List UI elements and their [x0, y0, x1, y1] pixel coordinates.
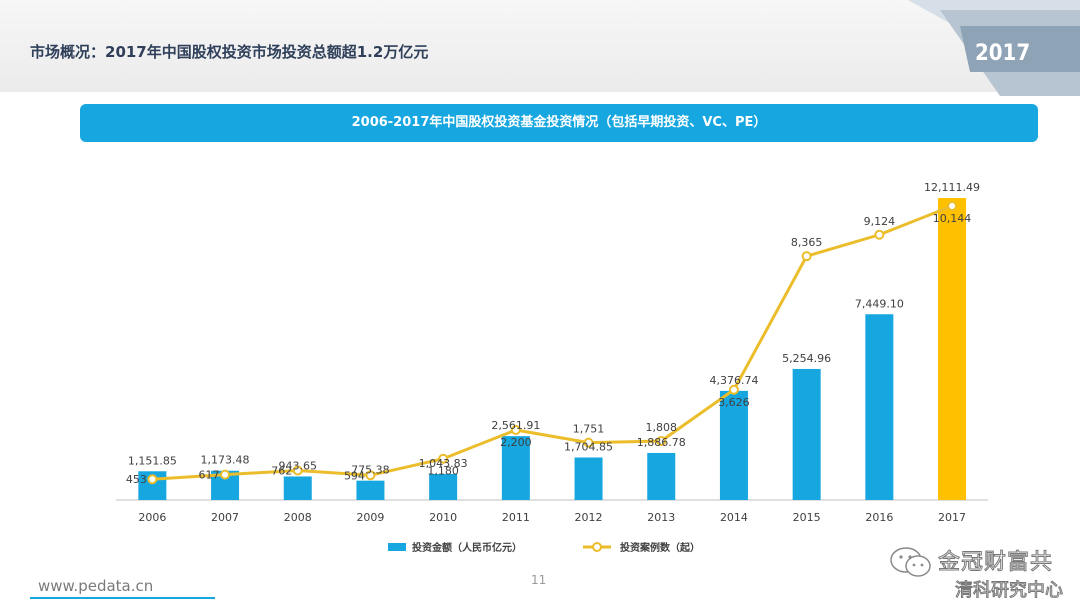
bar-2013 — [647, 452, 676, 500]
line-value-label: 594 — [344, 469, 365, 482]
bar-2009 — [356, 480, 385, 500]
line-value-label: 617 — [199, 469, 220, 482]
bar-value-label: 7,449.10 — [855, 297, 904, 310]
x-tick-label: 2009 — [356, 511, 384, 524]
line-point — [947, 201, 958, 211]
bar-value-label: 12,111.49 — [924, 181, 980, 194]
line-value-label: 762 — [271, 465, 292, 478]
bar-2011 — [501, 436, 530, 500]
line-point — [874, 229, 885, 240]
line-value-label: 10,144 — [933, 212, 972, 225]
line-value-label: 1,751 — [573, 423, 605, 436]
x-tick-label: 2017 — [938, 511, 966, 524]
header-band — [0, 0, 1080, 92]
page-title: 市场概况：2017年中国股权投资市场投资总额超1.2万亿元 — [30, 43, 429, 61]
chart-banner: 2006-2017年中国股权投资基金投资情况（包括早期投资、VC、PE） — [80, 104, 1038, 142]
line-point — [220, 469, 231, 480]
x-tick-label: 2015 — [793, 511, 821, 524]
bar-2014 — [719, 390, 748, 500]
legend-label-cases: 投资案例数（起） — [620, 541, 700, 554]
x-tick-label: 2012 — [575, 511, 603, 524]
line-value-label: 9,124 — [864, 215, 896, 228]
line-point — [656, 436, 667, 447]
line-value-label: 1,808 — [646, 421, 678, 434]
footer-divider — [30, 597, 215, 599]
header-decoration — [908, 0, 1080, 96]
watermark-line2: 清科研究中心 — [955, 580, 1064, 602]
line-value-label: 2,200 — [500, 436, 532, 449]
x-tick-label: 2013 — [647, 511, 675, 524]
bar-value-label: 1,151.85 — [128, 454, 177, 467]
bar-2008 — [283, 476, 312, 500]
bar-2015 — [792, 368, 821, 500]
bar-value-label: 775.38 — [351, 464, 390, 477]
bar-value-label: 4,376.74 — [709, 374, 758, 387]
line-value-label: 1,180 — [427, 465, 459, 478]
line-point — [583, 437, 594, 448]
bar-value-label: 1,886.78 — [637, 436, 686, 449]
series-line-cases — [152, 204, 953, 481]
legend-label-amount: 投资金额（人民币亿元） — [412, 541, 522, 554]
line-point — [438, 453, 449, 464]
x-tick-label: 2010 — [429, 511, 457, 524]
x-tick-label: 2008 — [284, 511, 312, 524]
bar-value-label: 1,173.48 — [201, 454, 250, 467]
bar-value-label: 5,254.96 — [782, 352, 831, 365]
x-tick-label: 2016 — [865, 511, 893, 524]
x-tick-label: 2007 — [211, 511, 239, 524]
line-value-label: 3,626 — [718, 396, 750, 409]
line-value-label: 8,365 — [791, 236, 823, 249]
bar-value-label: 1,704.85 — [564, 440, 613, 453]
x-tick-label: 2011 — [502, 511, 530, 524]
line-point — [147, 474, 158, 485]
bar-2016 — [865, 314, 894, 500]
bar-value-label: 1,043.83 — [419, 457, 468, 470]
x-tick-label: 2006 — [138, 511, 166, 524]
chart-title: 2006-2017年中国股权投资基金投资情况（包括早期投资、VC、PE） — [351, 115, 767, 130]
page-number: 11 — [531, 573, 547, 587]
x-tick-label: 2014 — [720, 511, 748, 524]
chart: 2006 2007 2008 2009 2010 2011 2012 2013 2014 2015… — [116, 181, 988, 554]
bar-2017 — [938, 198, 967, 500]
footer-url[interactable]: www.pedata.cn — [38, 577, 154, 595]
legend-swatch-amount — [388, 543, 406, 551]
line-value-label: 453 — [126, 473, 147, 486]
line-point — [292, 465, 303, 476]
year-badge: 2017 — [975, 41, 1031, 66]
line-point — [365, 470, 376, 481]
line-point — [510, 424, 521, 435]
line-point — [801, 251, 812, 262]
legend-marker-cases — [592, 542, 602, 552]
bar-2012 — [574, 457, 603, 500]
bar-value-label: 2,561.91 — [491, 419, 540, 432]
bar-2010 — [429, 473, 458, 500]
line-point — [728, 384, 739, 395]
watermark-line1: 金冠财富共 — [937, 550, 1054, 576]
bar-value-label: 943.65 — [279, 459, 318, 472]
wechat-icon — [890, 547, 931, 577]
